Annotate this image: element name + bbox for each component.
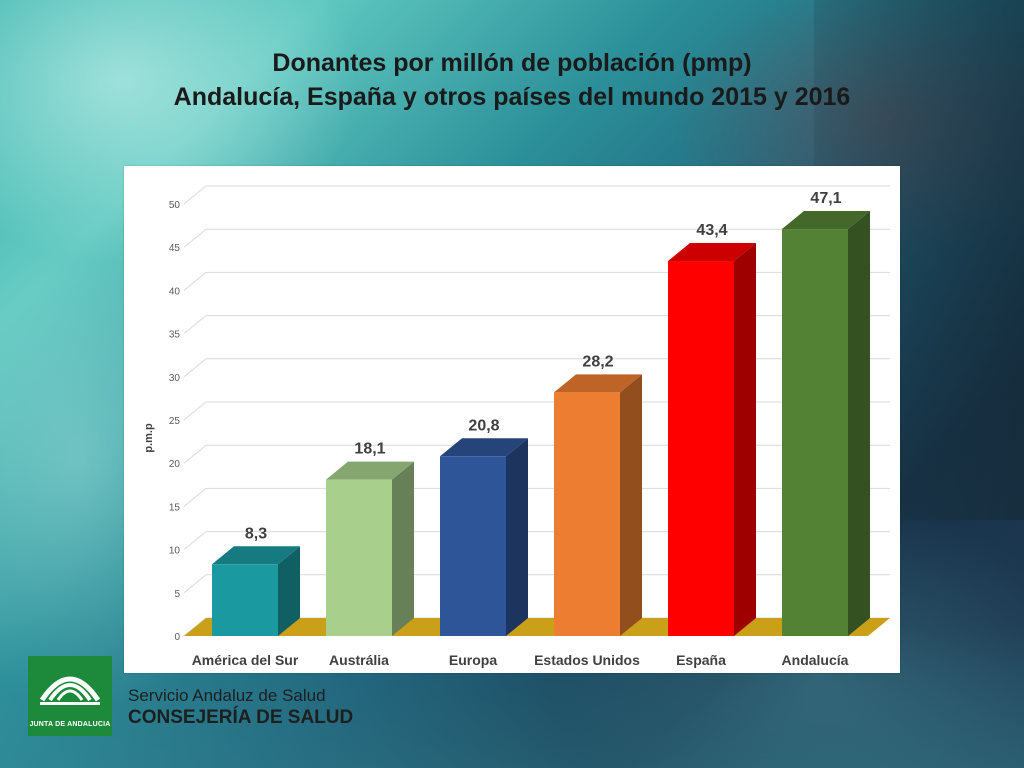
gridline [183,444,207,464]
org-service-name: Servicio Andaluz de Salud [128,686,326,705]
y-tick-label: 30 [169,373,181,384]
data-label: 47,1 [810,190,841,207]
data-label: 18,1 [354,441,385,458]
chart-panel: 0 5 10 15 20 25 30 35 40 45 50 p.m.p 8,3 América del … [124,166,900,673]
x-tick-label: Austrália [329,652,389,668]
gridline [183,272,207,291]
org-department-name: CONSEJERÍA DE SALUD [128,707,354,728]
gridline [183,488,207,507]
bar-side [848,211,870,636]
bar-top [668,243,756,262]
junta-andalucia-logo: JUNTA DE ANDALUCIA [28,656,112,736]
x-tick-label: Europa [449,652,497,668]
bar-side [620,374,642,636]
bar-chart: 0 5 10 15 20 25 30 35 40 45 50 p.m.p 8,3 América del … [143,185,890,668]
logo-arch-icon [39,676,101,705]
bar-top [554,374,642,393]
y-tick-label: 50 [169,200,181,211]
slide-title-line2: Andalucía, España y otros países del mun… [173,83,851,111]
data-label: 20,8 [468,417,499,434]
bar [554,392,620,636]
y-tick-label: 35 [169,330,181,341]
data-label: 28,2 [582,353,613,370]
bar [212,564,278,636]
data-label: 8,3 [245,525,267,542]
y-tick-label: 45 [169,243,181,254]
y-tick-label: 25 [169,416,181,427]
x-tick-label: Estados Unidos [534,652,640,668]
bar [326,479,392,636]
bar [668,261,734,636]
y-tick-label: 40 [169,286,181,297]
x-tick-label: América del Sur [192,652,299,668]
x-tick-label: Andalucía [782,652,849,668]
bar-side [734,243,756,637]
gridline [183,574,207,594]
gridline [183,228,207,248]
bar-side [278,546,300,636]
bar-top [782,211,870,230]
bar-side [392,461,414,636]
slide-title-line1: Donantes por millón de población (pmp) [272,49,752,77]
y-tick-label: 20 [169,459,181,470]
gridline [183,315,207,334]
y-tick-label: 5 [174,589,180,600]
bar-top [326,461,414,480]
y-tick-label: 15 [169,502,181,513]
gridline [183,401,207,421]
y-tick-label: 0 [174,632,180,643]
data-label: 43,4 [696,222,727,239]
y-tick-label: 10 [169,546,181,557]
bar-side [506,438,528,636]
gridline [183,358,207,378]
bar-top [440,438,528,457]
gridline [183,185,207,205]
logo-text: JUNTA DE ANDALUCIA [29,721,111,728]
y-axis-label: p.m.p [143,423,155,453]
x-tick-label: España [676,652,726,668]
bar [782,229,848,636]
bar [440,456,506,636]
bar-top [212,546,300,565]
gridline [183,531,207,550]
